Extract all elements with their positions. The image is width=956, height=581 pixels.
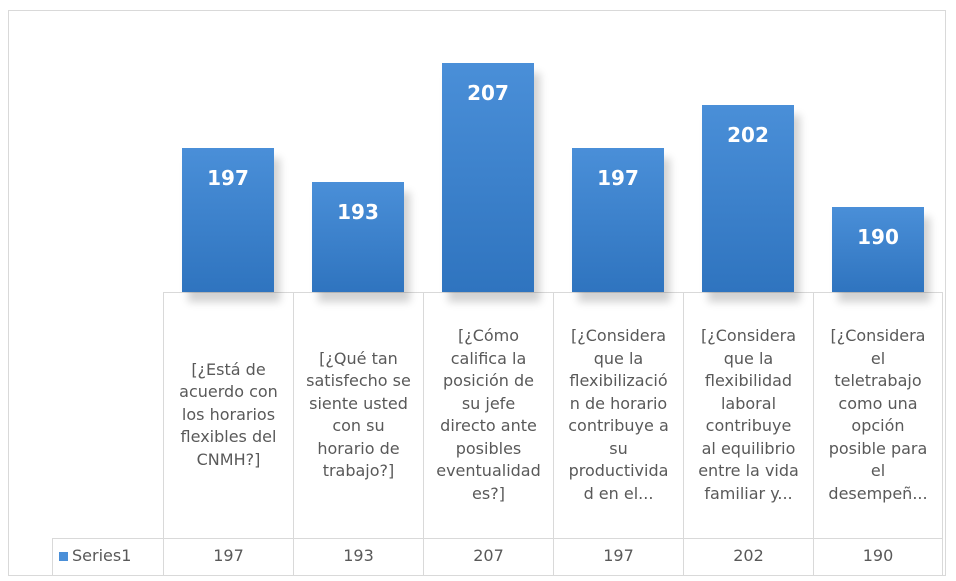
data-label: 197 <box>597 165 639 190</box>
table-value: 207 <box>423 538 553 575</box>
bar <box>182 147 274 292</box>
bar <box>572 147 664 292</box>
legend-label: Series1 <box>72 546 132 566</box>
category-label: [¿Cómo califica la posición de su jefe d… <box>423 292 553 538</box>
table-value: 193 <box>293 538 423 575</box>
data-label: 202 <box>727 123 769 147</box>
legend-cell: Series1 <box>52 538 163 575</box>
category-label: [¿Considera que la flexibilidad laboral … <box>683 292 813 538</box>
legend-swatch <box>59 552 68 561</box>
category-label: [¿Qué tan satisfecho se siente usted con… <box>293 292 423 538</box>
table-value: 190 <box>813 538 943 575</box>
bar <box>312 181 404 292</box>
data-label: 190 <box>857 225 899 249</box>
table-value: 197 <box>553 538 683 575</box>
data-label: 207 <box>467 80 509 105</box>
bar <box>702 105 794 292</box>
category-label: [¿Considera el teletrabajo como una opci… <box>813 292 943 538</box>
category-label: [¿Considera que la flexibilizació n de h… <box>553 292 683 538</box>
table-value: 202 <box>683 538 813 575</box>
category-label: [¿Está de acuerdo con los horarios flexi… <box>163 292 293 538</box>
data-label: 197 <box>207 165 249 190</box>
table-value: 197 <box>163 538 293 575</box>
bar <box>442 62 534 292</box>
bar <box>832 207 924 292</box>
data-label: 193 <box>337 199 379 224</box>
table-line <box>52 538 943 539</box>
table-line <box>52 575 943 576</box>
